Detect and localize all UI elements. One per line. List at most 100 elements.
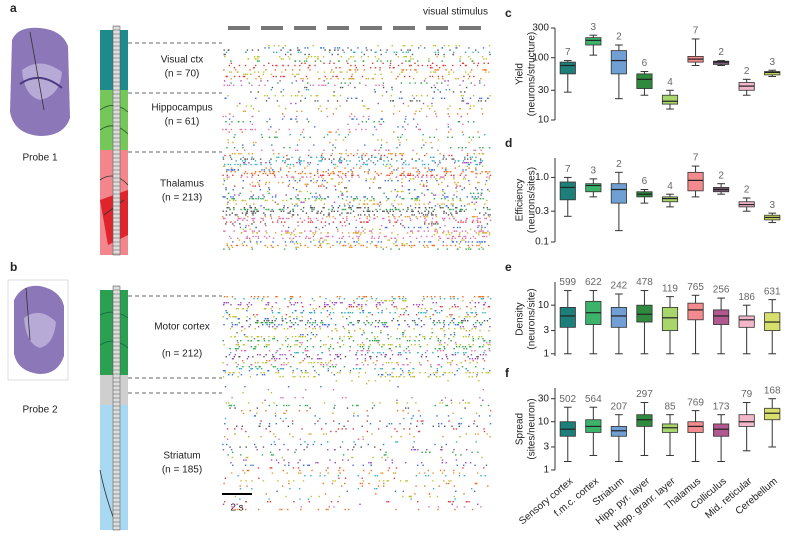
spike [441, 60, 443, 62]
spike [454, 498, 456, 500]
spike [468, 163, 471, 166]
spike [434, 348, 437, 350]
spike [369, 344, 371, 346]
spike [247, 340, 249, 342]
spike [365, 47, 367, 49]
spike [310, 95, 312, 97]
spike [246, 304, 249, 306]
spike [274, 320, 276, 322]
spike [305, 237, 307, 239]
spike [488, 71, 490, 73]
spike [451, 239, 453, 241]
spike [318, 374, 320, 376]
spike [311, 469, 313, 472]
spike [356, 232, 359, 234]
spike [312, 235, 315, 238]
spike [284, 298, 286, 300]
spike [245, 212, 247, 214]
spike [227, 49, 229, 51]
spike [395, 153, 397, 155]
spike [353, 300, 355, 302]
box [661, 94, 679, 105]
spike [371, 241, 373, 243]
spike [265, 354, 267, 356]
spike [336, 296, 338, 298]
spike [300, 208, 302, 211]
spike [317, 71, 319, 73]
spike [270, 126, 272, 128]
spike [337, 78, 339, 80]
spike [339, 158, 341, 160]
spike [317, 172, 319, 175]
spike [448, 131, 450, 133]
spike [365, 304, 367, 306]
spike [289, 302, 291, 304]
spike [409, 235, 411, 238]
spike [408, 326, 410, 328]
spike [394, 428, 396, 430]
spike [236, 214, 238, 216]
spike [411, 100, 413, 102]
spike [480, 192, 483, 194]
spike [325, 298, 327, 300]
spike [377, 302, 379, 304]
spike [280, 364, 282, 366]
spike [403, 56, 405, 58]
spike [294, 64, 296, 67]
spike [341, 178, 344, 180]
spike [463, 464, 465, 466]
count-label: 2 [616, 159, 622, 170]
spike [273, 328, 276, 330]
spike [265, 362, 268, 364]
spike [437, 89, 439, 91]
spike [240, 368, 242, 370]
spike [355, 163, 358, 166]
spike [345, 172, 347, 175]
region-count: (n = 185) [162, 465, 202, 476]
spike [379, 368, 382, 370]
spike [390, 190, 393, 193]
spike [447, 136, 449, 138]
spike [234, 171, 236, 173]
spike [399, 73, 401, 75]
spike [322, 241, 324, 243]
spike [232, 115, 234, 118]
spike [396, 338, 398, 340]
spike [225, 187, 227, 189]
spike [319, 78, 321, 80]
spike [466, 312, 468, 314]
spike [386, 226, 388, 229]
spike [271, 454, 273, 456]
spike [374, 178, 376, 180]
spike [274, 136, 276, 138]
spike [282, 210, 285, 212]
spike [283, 75, 286, 78]
spike [482, 308, 485, 310]
spike [371, 332, 373, 334]
spike [323, 47, 325, 49]
spike [433, 156, 435, 158]
spike [452, 216, 454, 218]
spike [337, 228, 339, 230]
spike [478, 336, 480, 338]
spike [445, 462, 447, 464]
spike [332, 348, 335, 350]
spike [479, 221, 481, 223]
spike [245, 163, 247, 166]
spike [379, 352, 381, 354]
spike [427, 360, 429, 362]
spike [238, 368, 241, 370]
spike [318, 228, 320, 230]
spike [294, 75, 296, 78]
spike [279, 348, 281, 350]
spike [246, 176, 249, 178]
spike [348, 180, 350, 182]
spike [249, 237, 251, 239]
spike [249, 318, 251, 320]
count-label: 4 [667, 181, 673, 192]
spike [351, 380, 353, 382]
spike [291, 156, 293, 158]
spike [280, 234, 283, 236]
spike [399, 346, 401, 348]
spike [400, 354, 402, 356]
